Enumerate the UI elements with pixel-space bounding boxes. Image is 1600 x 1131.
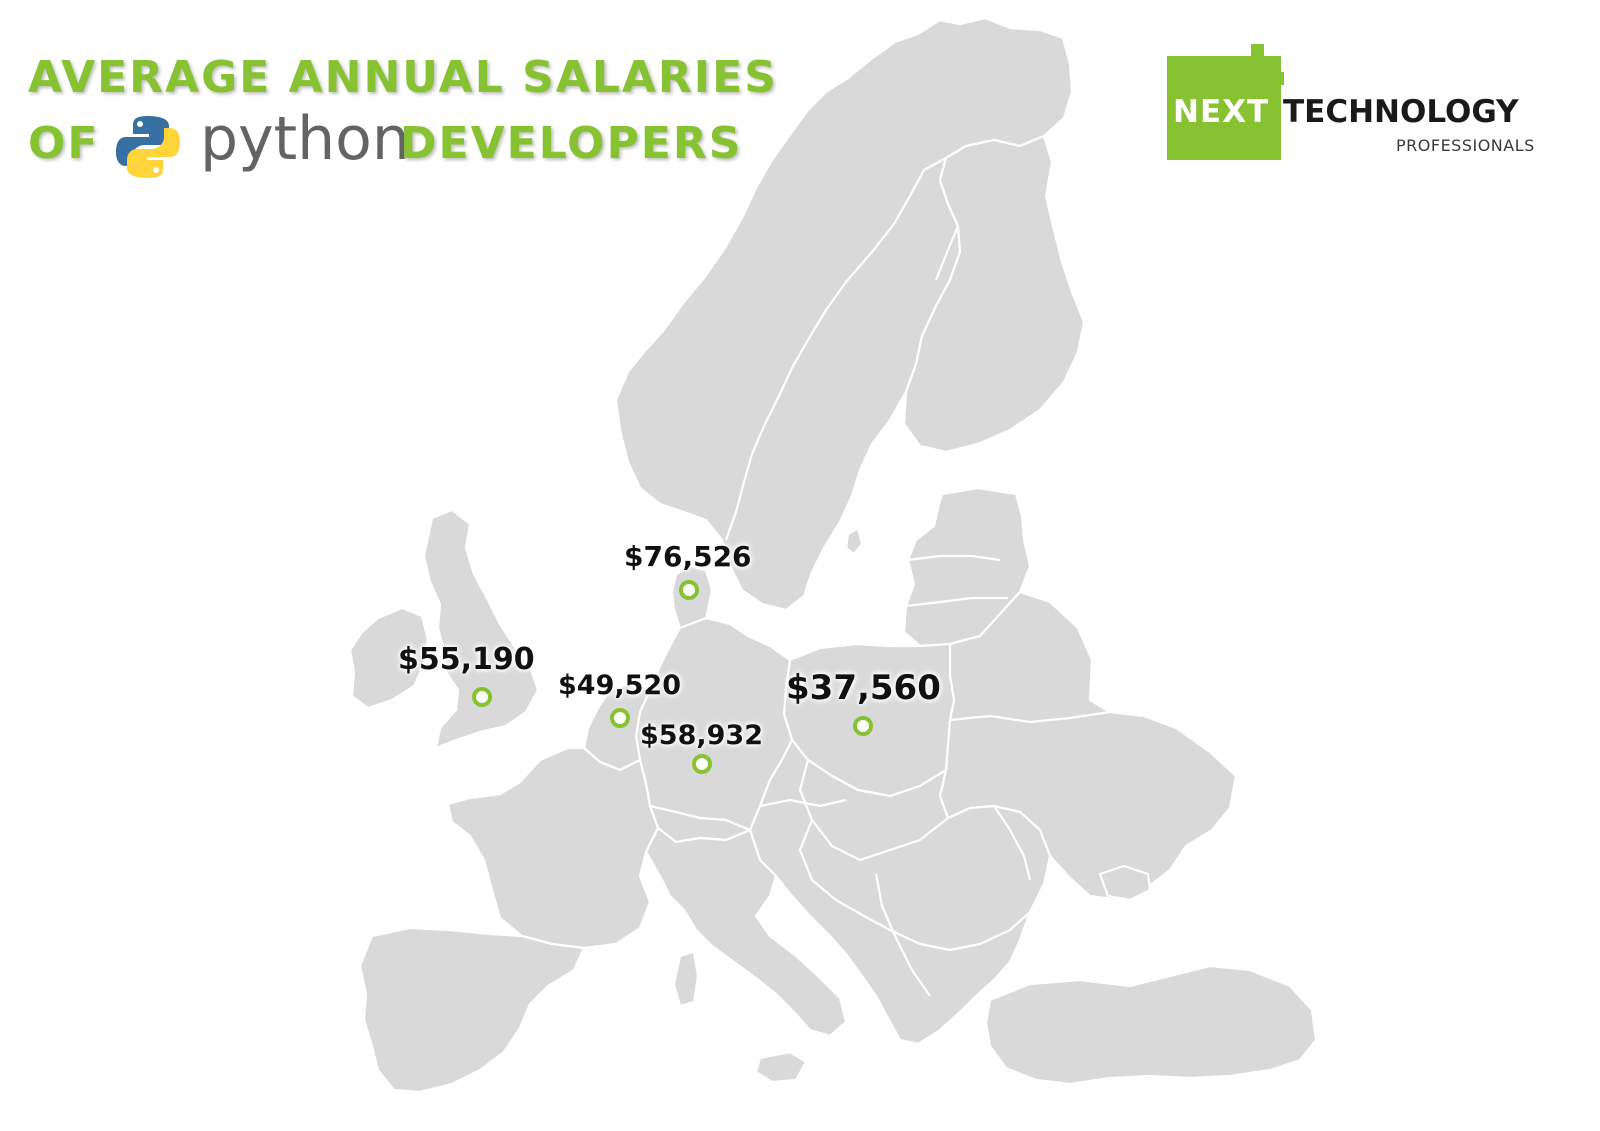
title-line-2-suffix: DEVELOPERS [400,118,743,169]
circle-marker-icon [853,716,873,736]
crimea-landmass [1098,864,1152,902]
finland-landmass [902,134,1086,454]
circle-marker-icon [610,708,630,728]
circle-marker-icon [679,580,699,600]
balkans-border [798,819,1031,952]
title-line-2-prefix: OF [28,118,100,169]
moldova-border [993,805,1032,881]
ireland-landmass [348,606,430,710]
iberia-landmass [358,926,586,1094]
python-wordmark: python [200,104,410,174]
norway-sweden-border [724,157,947,541]
balkans-border-2 [874,873,931,997]
brand-technology-text: TECHNOLOGY [1283,94,1519,130]
switzerland-border [649,804,751,832]
sardinia-landmass [672,950,700,1008]
baltic-border [907,554,1001,562]
turkey-landmass [984,964,1318,1086]
salary-label-netherlands: $49,520 [558,670,681,701]
brand-pixel [1251,44,1264,57]
austria-hungary-border [798,759,949,862]
salary-label-poland: $37,560 [786,668,941,708]
baltic-border-2 [905,596,1008,608]
sweden-finland-border [934,225,960,281]
brand-pixel [1264,57,1277,70]
circle-marker-icon [472,687,492,707]
great-britain-landmass [422,508,540,750]
salary-label-germany: $58,932 [640,720,763,751]
sicily-landmass [754,1050,808,1084]
brand-next-text: NEXT [1173,94,1270,130]
belarus-ukraine-border [949,710,1111,724]
salary-label-uk: $55,190 [398,642,535,677]
czech-border [759,798,847,808]
next-technology-logo: NEXT TECHNOLOGY PROFESSIONALS [1167,44,1547,164]
france-landmass [446,746,660,950]
circle-marker-icon [692,754,712,774]
gotland-landmass [844,526,864,556]
italy-landmass [644,826,848,1038]
brand-tagline: PROFESSIONALS [1396,136,1535,155]
title-line-1: AVERAGE ANNUAL SALARIES [28,52,778,103]
central-europe-landmass [748,738,1052,1046]
salary-label-denmark: $76,526 [624,540,752,573]
brand-green-block [1167,56,1281,160]
python-logo-icon [116,116,180,178]
brand-pixel [1271,72,1284,85]
